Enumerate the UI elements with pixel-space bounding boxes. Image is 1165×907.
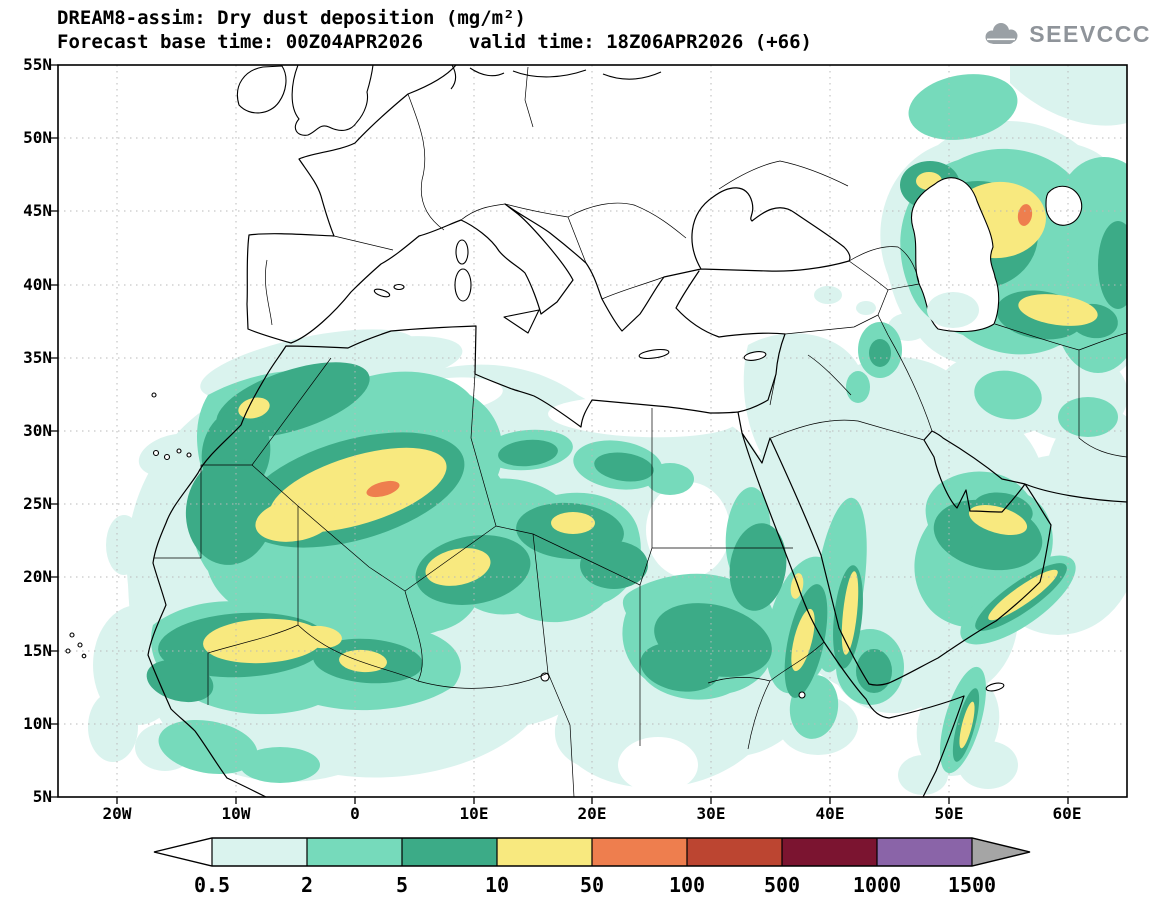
- seas-and-lakes: [540, 177, 1083, 699]
- colorbar-arrow-under: [154, 838, 212, 866]
- lat-label: 35N: [23, 348, 52, 367]
- colorbar-tick-label: 1500: [948, 873, 996, 897]
- dust-level-10: [203, 172, 1098, 749]
- great-britain: [291, 65, 374, 136]
- madeira: [151, 392, 157, 398]
- colorbar-tick-label: 500: [764, 873, 800, 897]
- seevccc-logo: SEEVCCC: [980, 20, 1151, 48]
- corsica: [455, 239, 469, 265]
- lon-label: 20W: [102, 804, 132, 823]
- lon-label: 10E: [459, 804, 489, 823]
- menorca: [393, 283, 405, 291]
- coastlines: [147, 65, 1127, 797]
- colorbar-segment: [687, 838, 782, 866]
- cloud-icon: [985, 23, 1018, 44]
- lon-label: 40E: [815, 804, 845, 823]
- colorbar-segment: [497, 838, 592, 866]
- lon-label: 50E: [934, 804, 964, 823]
- logo-text: SEEVCCC: [1029, 20, 1151, 47]
- lon-label: 30E: [696, 804, 726, 823]
- colorbar-tick-label: 1000: [853, 873, 901, 897]
- crete: [638, 348, 670, 360]
- lat-label: 25N: [23, 494, 52, 513]
- caspian-inner-dust: [927, 292, 979, 328]
- colorbar-segment: [212, 838, 307, 866]
- colorbar-segment: [782, 838, 877, 866]
- lat-label: 30N: [23, 421, 52, 440]
- lat-label: 5N: [32, 787, 52, 806]
- colorbar-dividers: [211, 838, 973, 866]
- colorbar-tick-label: 5: [396, 873, 408, 897]
- islands: [65, 65, 1005, 692]
- country-borders: [154, 66, 1127, 797]
- map-frame: [57, 64, 1128, 798]
- lat-label: 55N: [23, 55, 52, 74]
- axis-ticks: [51, 64, 1069, 804]
- mallorca: [373, 288, 391, 298]
- lat-label: 20N: [23, 567, 52, 586]
- baltic-coast: [450, 65, 662, 90]
- cyprus: [743, 351, 767, 361]
- colorbar-arrow-over: [972, 838, 1030, 866]
- colorbar-segment: [402, 838, 497, 866]
- dust-level-50: [366, 204, 1033, 498]
- lon-label: 10W: [221, 804, 251, 823]
- colorbar-tick-label: 100: [669, 873, 705, 897]
- caspian-sea: [911, 177, 1000, 333]
- aral-lake: [1045, 185, 1083, 226]
- colorbar-tick-label: 50: [580, 873, 604, 897]
- ireland: [237, 65, 287, 114]
- map-content: [58, 65, 1127, 797]
- colorbar-tick-label: 0.5: [194, 873, 230, 897]
- lat-label: 40N: [23, 275, 52, 294]
- colorbar-tick-label: 2: [301, 873, 313, 897]
- lat-label: 50N: [23, 128, 52, 147]
- colorbar-segment: [592, 838, 687, 866]
- page-title: DREAM8-assim: Dry dust deposition (mg/m²…: [57, 7, 526, 29]
- page-subtitle: Forecast base time: 00Z04APR2026 valid t…: [57, 31, 812, 53]
- lake-tana: [798, 691, 806, 699]
- lat-label: 45N: [23, 201, 52, 220]
- lat-label: 10N: [23, 714, 52, 733]
- sardinia: [454, 268, 472, 302]
- graticule: [58, 65, 1127, 797]
- sicily: [503, 309, 540, 334]
- lon-label: 20E: [577, 804, 607, 823]
- lon-label: 0: [350, 804, 360, 823]
- colorbar: 0.5 2 5 10 50 100 500 1000 1500: [153, 837, 1031, 897]
- colorbar-segment: [877, 838, 972, 866]
- lat-label: 15N: [23, 641, 52, 660]
- colorbar-tick-label: 10: [485, 873, 509, 897]
- lon-label: 60E: [1052, 804, 1082, 823]
- socotra: [985, 682, 1005, 692]
- colorbar-segment: [307, 838, 402, 866]
- dust-deposition-map: [51, 64, 1128, 804]
